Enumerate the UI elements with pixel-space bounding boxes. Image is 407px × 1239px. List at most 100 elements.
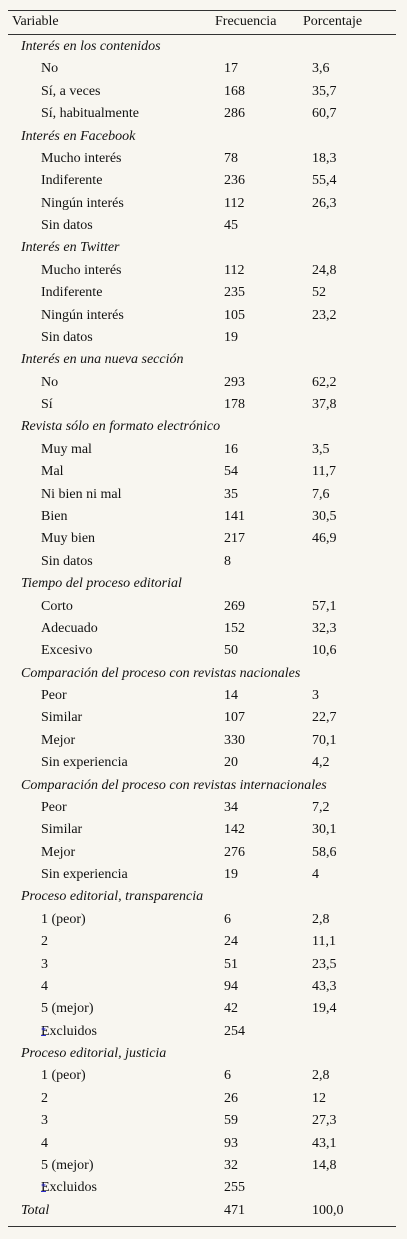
total-label: Total (21, 1202, 50, 1218)
group-title: Revista sólo en formato electrónico (21, 419, 221, 435)
frequency: 78 (224, 150, 238, 166)
percentage: 4,2 (312, 755, 330, 771)
label-text: 1 (peor) (41, 1068, 86, 1084)
frequency: 105 (224, 307, 245, 323)
percentage: 7,6 (312, 486, 330, 502)
label-text: Muy mal (41, 441, 92, 457)
frequency: 112 (224, 262, 245, 278)
label-text: Peor (41, 688, 67, 704)
percentage: 30,5 (312, 508, 337, 524)
percentage: 32,3 (312, 620, 337, 636)
frequency: 293 (224, 374, 245, 390)
percentage: 62,2 (312, 374, 337, 390)
percentage: 3,6 (312, 61, 330, 77)
frequency: 26 (224, 1090, 238, 1106)
footnote-link[interactable]: * (41, 1182, 46, 1194)
group-title: Interés en Twitter (21, 240, 120, 256)
label-text: Bien (41, 508, 68, 524)
frequency: 42 (224, 1001, 238, 1017)
label-text: 2 (41, 934, 48, 950)
frequency: 20 (224, 755, 238, 771)
frequency: 94 (224, 978, 238, 994)
frequency: 51 (224, 956, 238, 972)
bottom-rule (8, 1226, 396, 1227)
percentage: 2,8 (312, 1068, 330, 1084)
percentage: 11,7 (312, 464, 336, 480)
label-text: Sin datos (41, 553, 93, 569)
label-text: Excluidos (41, 1023, 97, 1039)
label-text: Ningún interés (41, 307, 124, 323)
frequency: 286 (224, 106, 245, 122)
label-text: 5 (mejor) (41, 1158, 94, 1173)
frequency: 152 (224, 620, 245, 636)
label-text: 2 (41, 1090, 48, 1106)
header-rule (8, 34, 396, 35)
group-title: Interés en una nueva sección (21, 352, 184, 368)
frequency: 54 (224, 464, 238, 480)
header-cell: Frecuencia (215, 14, 277, 29)
group-title: Proceso editorial, justicia (21, 1046, 167, 1062)
top-rule (8, 10, 396, 11)
percentage: 23,2 (312, 307, 337, 323)
frequency: 178 (224, 397, 245, 413)
group-title: Tiempo del proceso editorial (21, 576, 182, 592)
footnote-link[interactable]: * (41, 1025, 46, 1037)
group-title: Proceso editorial, transparencia (21, 889, 204, 905)
frequency: 112 (224, 195, 245, 211)
label-text: No (41, 374, 59, 390)
frequency: 168 (224, 83, 245, 99)
percentage: 23,5 (312, 956, 337, 972)
header-cell: Variable (12, 14, 59, 29)
percentage: 22,7 (312, 710, 337, 726)
label-text: Adecuado (41, 620, 98, 636)
frequency: 141 (224, 508, 245, 524)
percentage: 18,3 (312, 150, 337, 166)
label-text: Ningún interés (41, 195, 124, 211)
frequency: 255 (224, 1180, 245, 1196)
label-text: Sí, a veces (41, 83, 101, 99)
frequency: 14 (224, 688, 238, 704)
percentage: 52 (312, 285, 326, 301)
frequency: 35 (224, 486, 238, 502)
label-text: Similar (41, 710, 83, 726)
frequency: 276 (224, 844, 245, 860)
label-text: Mejor (41, 844, 76, 860)
percentage: 2,8 (312, 911, 330, 927)
percentage: 30,1 (312, 822, 337, 838)
label-text: Corto (41, 598, 73, 614)
total-frequency: 471 (224, 1202, 245, 1218)
label-text: Mejor (41, 732, 76, 748)
label-text: 3 (41, 956, 48, 972)
percentage: 19,4 (312, 1001, 337, 1017)
percentage: 14,8 (312, 1158, 337, 1173)
label-text: Sin experiencia (41, 867, 128, 883)
label-text: Mucho interés (41, 150, 122, 166)
frequency: 19 (224, 329, 238, 345)
frequency: 45 (224, 218, 238, 234)
label-text: Indiferente (41, 173, 103, 189)
frequency: 254 (224, 1023, 245, 1039)
label-text: 5 (mejor) (41, 1001, 94, 1017)
group-title: Interés en los contenidos (21, 39, 161, 54)
frequency: 8 (224, 553, 231, 569)
percentage: 55,4 (312, 173, 337, 189)
percentage: 43,1 (312, 1135, 337, 1151)
label-text: Peor (41, 799, 67, 815)
frequency: 17 (224, 61, 238, 77)
label-text: 4 (41, 1135, 48, 1151)
label-text: No (41, 61, 59, 77)
percentage: 11,1 (312, 934, 336, 950)
percentage: 12 (312, 1090, 326, 1106)
percentage: 10,6 (312, 643, 337, 659)
label-text: Sin datos (41, 329, 93, 345)
label-text: Mal (41, 464, 64, 480)
percentage: 3 (312, 688, 319, 704)
frequency: 236 (224, 173, 245, 189)
label-text: Sí, habitualmente (41, 106, 139, 122)
label-text: Sin experiencia (41, 755, 128, 771)
frequency: 16 (224, 441, 238, 457)
percentage: 60,7 (312, 106, 337, 122)
frequency: 235 (224, 285, 245, 301)
frequency: 142 (224, 822, 245, 838)
